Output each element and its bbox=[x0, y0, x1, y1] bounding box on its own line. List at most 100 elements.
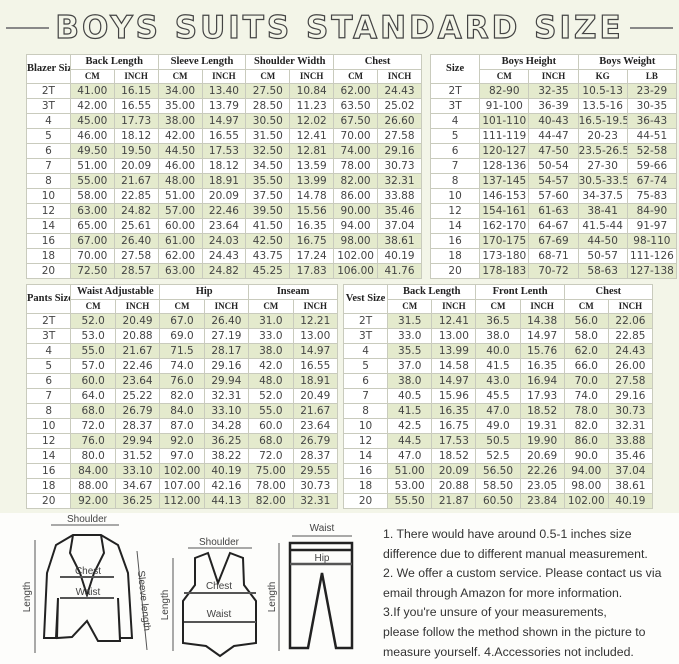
unit-header: INCH bbox=[528, 69, 579, 84]
value-cell: 40.19 bbox=[607, 493, 654, 509]
value-cell: 42.00 bbox=[157, 128, 203, 144]
value-cell: 55.50 bbox=[387, 493, 433, 509]
value-cell: 52.0 bbox=[248, 388, 294, 404]
value-cell: 40.19 bbox=[203, 463, 250, 479]
value-cell: 24.82 bbox=[113, 203, 159, 219]
size-cell: 2T bbox=[25, 313, 72, 329]
size-cell: 6 bbox=[342, 373, 389, 389]
measurement-diagram: Shoulder Chest Waist Length Sleeve lengt… bbox=[22, 514, 354, 658]
value-cell: 41.50 bbox=[245, 218, 291, 234]
value-cell: 173-180 bbox=[479, 248, 530, 264]
blazer-length-label: Length bbox=[22, 582, 33, 613]
value-cell: 29.16 bbox=[377, 143, 422, 159]
value-cell: 29.16 bbox=[203, 358, 250, 374]
title-banner: BOYS SUITS STANDARD SIZE bbox=[0, 8, 679, 48]
value-cell: 24.43 bbox=[201, 248, 247, 264]
table-row: 12 76.0 29.94 92.0 36.25 68.0 26.79 bbox=[25, 433, 339, 449]
value-cell: 26.40 bbox=[113, 233, 159, 249]
value-cell: 24.82 bbox=[201, 263, 247, 279]
table-row: 5 111-119 44-47 20-23 44-51 bbox=[429, 128, 678, 144]
size-column-header: Pants Size bbox=[25, 284, 72, 314]
value-cell: 18.91 bbox=[201, 173, 247, 189]
value-cell: 86.0 bbox=[563, 433, 609, 449]
value-cell: 27.19 bbox=[203, 328, 250, 344]
value-cell: 41.5 bbox=[475, 358, 521, 374]
column-group-header: Back Length bbox=[387, 284, 477, 300]
value-cell: 38.00 bbox=[157, 113, 203, 129]
column-group-header: Boys Height bbox=[479, 54, 579, 70]
value-cell: 29.55 bbox=[292, 463, 339, 479]
size-cell: 18 bbox=[429, 248, 481, 264]
value-cell: 12.41 bbox=[431, 313, 477, 329]
table-row: 4 45.00 17.73 38.00 14.97 30.50 12.02 67.50 26.6… bbox=[26, 113, 422, 129]
value-cell: 23.64 bbox=[201, 218, 247, 234]
size-cell: 12 bbox=[342, 433, 389, 449]
value-cell: 98.00 bbox=[563, 478, 609, 494]
size-cell: 18 bbox=[26, 248, 71, 264]
value-cell: 98.00 bbox=[333, 233, 378, 249]
value-cell: 75-83 bbox=[626, 188, 678, 204]
value-cell: 75.00 bbox=[248, 463, 294, 479]
vest-waist-label: Waist bbox=[207, 609, 232, 620]
value-cell: 30.5-33.5 bbox=[577, 173, 628, 189]
value-cell: 74.0 bbox=[563, 388, 609, 404]
note-line: please follow the method shown in the pi… bbox=[383, 624, 646, 639]
value-cell: 63.00 bbox=[69, 203, 115, 219]
value-cell: 24.43 bbox=[607, 343, 654, 359]
value-cell: 80.0 bbox=[70, 448, 116, 464]
table-row: 3T 42.00 16.55 35.00 13.79 28.50 11.23 63.50 25.… bbox=[26, 98, 422, 114]
value-cell: 74.00 bbox=[333, 143, 378, 159]
table-row: 16 67.00 26.40 61.00 24.03 42.50 16.75 98.00 38.… bbox=[26, 233, 422, 249]
value-cell: 17.83 bbox=[289, 263, 335, 279]
value-cell: 36.25 bbox=[114, 493, 161, 509]
value-cell: 120-127 bbox=[479, 143, 530, 159]
size-cell: 5 bbox=[25, 358, 72, 374]
value-cell: 20.88 bbox=[431, 478, 477, 494]
value-cell: 29.94 bbox=[114, 433, 161, 449]
value-cell: 14.97 bbox=[519, 328, 565, 344]
value-cell: 62.00 bbox=[333, 83, 378, 99]
table-row: 7 64.0 25.22 82.0 32.31 52.0 20.49 bbox=[25, 388, 339, 404]
table-row: 18 70.00 27.58 62.00 24.43 43.75 17.24 102.00 40… bbox=[26, 248, 422, 264]
value-cell: 26.79 bbox=[292, 433, 339, 449]
value-cell: 14.58 bbox=[431, 358, 477, 374]
value-cell: 43.0 bbox=[475, 373, 521, 389]
value-cell: 14.97 bbox=[431, 373, 477, 389]
value-cell: 15.76 bbox=[519, 343, 565, 359]
value-cell: 33.0 bbox=[248, 328, 294, 344]
size-column-header: Vest Size bbox=[342, 284, 389, 314]
value-cell: 60.50 bbox=[475, 493, 521, 509]
value-cell: 57-60 bbox=[528, 188, 579, 204]
value-cell: 67.0 bbox=[159, 313, 205, 329]
value-cell: 170-175 bbox=[479, 233, 530, 249]
vest-length-label: Length bbox=[160, 590, 171, 621]
value-cell: 44-50 bbox=[577, 233, 628, 249]
size-cell: 8 bbox=[429, 173, 481, 189]
table-row: 6 60.0 23.64 76.0 29.94 48.0 18.91 bbox=[25, 373, 339, 389]
value-cell: 53.00 bbox=[387, 478, 433, 494]
value-cell: 47-50 bbox=[528, 143, 579, 159]
value-cell: 27.58 bbox=[113, 248, 159, 264]
value-cell: 36-39 bbox=[528, 98, 579, 114]
table-row: 18 53.00 20.88 58.50 23.05 98.00 38.61 bbox=[342, 478, 654, 494]
value-cell: 68-71 bbox=[528, 248, 579, 264]
value-cell: 42.50 bbox=[245, 233, 291, 249]
value-cell: 52-58 bbox=[626, 143, 678, 159]
value-cell: 84.0 bbox=[159, 403, 205, 419]
value-cell: 35.46 bbox=[377, 203, 422, 219]
blazer-shoulder-label: Shoulder bbox=[67, 514, 108, 525]
value-cell: 127-138 bbox=[626, 263, 678, 279]
value-cell: 38.0 bbox=[475, 328, 521, 344]
value-cell: 111-119 bbox=[479, 128, 530, 144]
value-cell: 20.69 bbox=[519, 448, 565, 464]
value-cell: 22.46 bbox=[201, 203, 247, 219]
value-cell: 92.00 bbox=[70, 493, 116, 509]
value-cell: 69.0 bbox=[159, 328, 205, 344]
value-cell: 61.00 bbox=[157, 233, 203, 249]
value-cell: 52.5 bbox=[475, 448, 521, 464]
table-row: 14 80.0 31.52 97.0 38.22 72.0 28.37 bbox=[25, 448, 339, 464]
size-cell: 2T bbox=[26, 83, 71, 99]
value-cell: 13.79 bbox=[201, 98, 247, 114]
unit-header-row: CM INCH KG LB bbox=[431, 69, 678, 84]
